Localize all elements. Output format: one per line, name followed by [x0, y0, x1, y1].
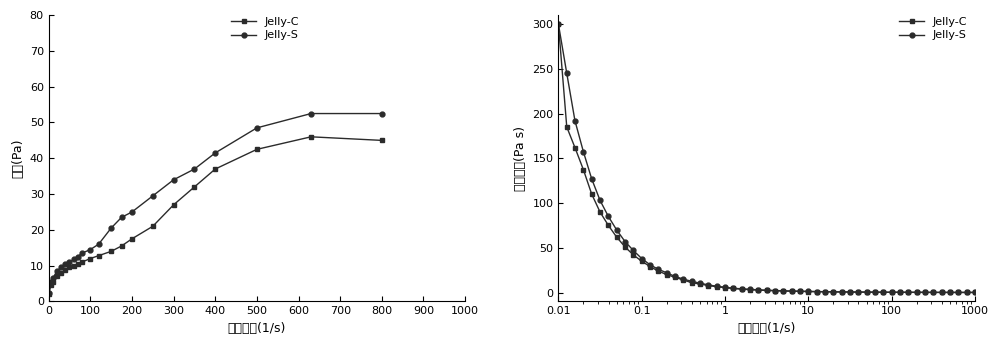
Jelly-S [852, 290, 864, 294]
Jelly-S [51, 269, 63, 273]
Jelly-C [51, 274, 63, 279]
Jelly-C [852, 290, 864, 294]
Jelly-C [43, 292, 55, 297]
X-axis label: 剪切速率(1/s): 剪切速率(1/s) [228, 322, 286, 335]
Jelly-C [116, 244, 128, 248]
Jelly-S [644, 263, 656, 267]
Jelly-C [969, 290, 981, 294]
Jelly-C [827, 290, 839, 294]
Jelly-S [552, 22, 564, 26]
Jelly-S [677, 277, 689, 281]
Y-axis label: 应力(Pa): 应力(Pa) [11, 138, 24, 178]
Jelly-C [68, 264, 80, 268]
Jelly-S [76, 251, 88, 255]
Jelly-S [209, 151, 221, 155]
Jelly-S [72, 255, 84, 259]
Jelly-S [105, 226, 117, 230]
Jelly-S [686, 279, 698, 283]
Jelly-S [116, 215, 128, 219]
Jelly-C [677, 278, 689, 282]
Jelly-S [376, 111, 388, 116]
Jelly-S [68, 257, 80, 261]
Jelly-S [84, 247, 96, 252]
Jelly-S [251, 126, 263, 130]
Jelly-C [552, 22, 564, 26]
Y-axis label: 表观粿度(Pa s): 表观粿度(Pa s) [514, 126, 527, 191]
Jelly-C [376, 138, 388, 143]
Jelly-C [72, 262, 84, 266]
Jelly-S [43, 290, 55, 294]
Jelly-S [188, 167, 200, 171]
Jelly-S [47, 276, 59, 280]
Jelly-C [59, 268, 71, 272]
Jelly-S [147, 194, 159, 198]
Line: Jelly-S: Jelly-S [46, 111, 384, 295]
Line: Jelly-C: Jelly-C [46, 134, 384, 297]
Legend: Jelly-C, Jelly-S: Jelly-C, Jelly-S [229, 15, 301, 43]
Jelly-C [47, 280, 59, 284]
Jelly-C [45, 283, 57, 288]
Jelly-S [59, 262, 71, 266]
Line: Jelly-S: Jelly-S [556, 22, 977, 295]
Jelly-S [969, 290, 981, 294]
Jelly-S [168, 178, 180, 182]
Jelly-C [147, 224, 159, 228]
Jelly-C [209, 167, 221, 171]
Jelly-S [126, 210, 138, 214]
Jelly-C [168, 203, 180, 207]
Jelly-C [686, 281, 698, 285]
Jelly-C [55, 271, 67, 275]
Jelly-S [93, 242, 105, 246]
Jelly-C [126, 237, 138, 241]
Legend: Jelly-C, Jelly-S: Jelly-C, Jelly-S [897, 15, 969, 43]
Jelly-C [105, 249, 117, 253]
Jelly-C [76, 260, 88, 264]
Jelly-C [644, 264, 656, 268]
Jelly-C [63, 265, 75, 270]
Jelly-S [961, 290, 973, 294]
Jelly-C [305, 135, 317, 139]
Jelly-C [188, 185, 200, 189]
X-axis label: 剪切速率(1/s): 剪切速率(1/s) [737, 322, 796, 335]
Jelly-C [84, 256, 96, 261]
Jelly-S [827, 290, 839, 294]
Jelly-C [93, 254, 105, 258]
Jelly-S [45, 280, 57, 284]
Jelly-S [63, 260, 75, 264]
Jelly-S [55, 265, 67, 270]
Jelly-S [305, 111, 317, 116]
Jelly-C [251, 147, 263, 152]
Jelly-C [961, 290, 973, 294]
Line: Jelly-C: Jelly-C [556, 22, 977, 295]
